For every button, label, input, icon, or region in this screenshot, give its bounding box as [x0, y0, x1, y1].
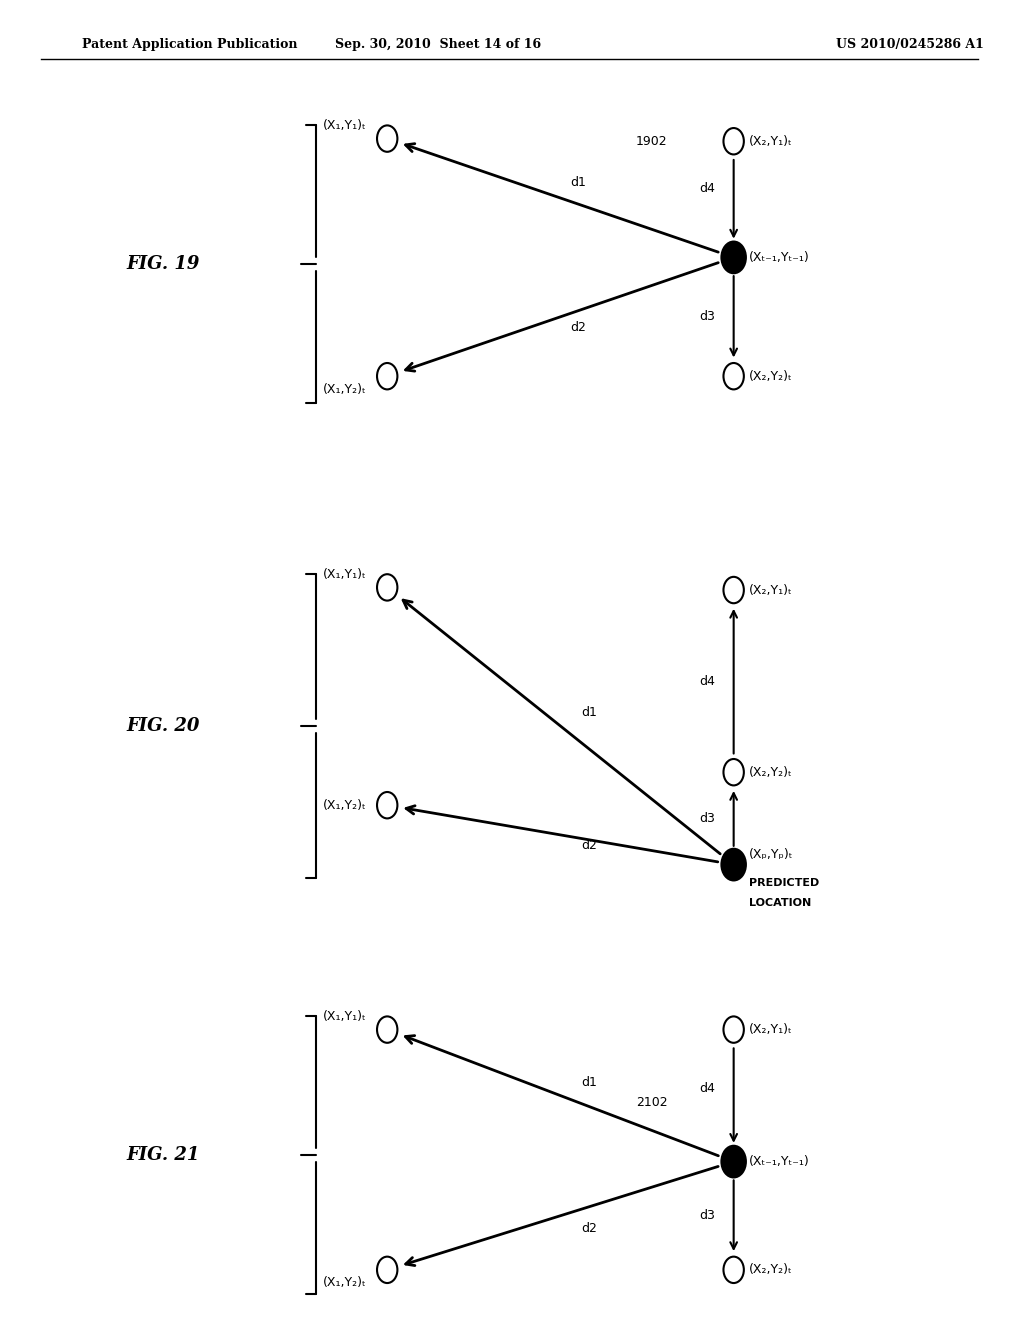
Text: (X₂,Y₁)ₜ: (X₂,Y₁)ₜ — [749, 583, 793, 597]
Text: d1: d1 — [581, 1076, 597, 1089]
Text: (Xₜ₋₁,Yₜ₋₁): (Xₜ₋₁,Yₜ₋₁) — [749, 251, 810, 264]
Text: d4: d4 — [699, 182, 716, 195]
Text: (Xₜ₋₁,Yₜ₋₁): (Xₜ₋₁,Yₜ₋₁) — [749, 1155, 810, 1168]
Text: d3: d3 — [699, 310, 716, 323]
Text: (X₁,Y₂)ₜ: (X₁,Y₂)ₜ — [324, 1276, 367, 1290]
Text: PREDICTED: PREDICTED — [749, 878, 819, 888]
Text: (X₂,Y₂)ₜ: (X₂,Y₂)ₜ — [749, 766, 793, 779]
Text: d4: d4 — [699, 1082, 716, 1096]
Text: (X₂,Y₁)ₜ: (X₂,Y₁)ₜ — [749, 135, 793, 148]
Text: FIG. 19: FIG. 19 — [126, 255, 200, 273]
Text: d2: d2 — [570, 321, 587, 334]
Circle shape — [722, 242, 745, 273]
Text: Patent Application Publication: Patent Application Publication — [82, 38, 297, 51]
Circle shape — [722, 849, 745, 880]
Text: FIG. 21: FIG. 21 — [126, 1146, 200, 1164]
Text: (X₁,Y₁)ₜ: (X₁,Y₁)ₜ — [324, 568, 367, 581]
Text: d3: d3 — [699, 812, 716, 825]
Text: d1: d1 — [570, 176, 587, 189]
Text: (Xₚ,Yₚ)ₜ: (Xₚ,Yₚ)ₜ — [749, 847, 794, 861]
Text: (X₂,Y₁)ₜ: (X₂,Y₁)ₜ — [749, 1023, 793, 1036]
Text: (X₁,Y₁)ₜ: (X₁,Y₁)ₜ — [324, 119, 367, 132]
Text: d1: d1 — [581, 706, 597, 719]
Text: 1902: 1902 — [636, 135, 668, 148]
Text: (X₁,Y₁)ₜ: (X₁,Y₁)ₜ — [324, 1010, 367, 1023]
Text: (X₁,Y₂)ₜ: (X₁,Y₂)ₜ — [324, 383, 367, 396]
Text: 2102: 2102 — [636, 1096, 668, 1109]
Circle shape — [722, 1146, 745, 1177]
Text: LOCATION: LOCATION — [749, 898, 811, 908]
Text: Sep. 30, 2010  Sheet 14 of 16: Sep. 30, 2010 Sheet 14 of 16 — [335, 38, 542, 51]
Text: US 2010/0245286 A1: US 2010/0245286 A1 — [836, 38, 983, 51]
Text: (X₂,Y₂)ₜ: (X₂,Y₂)ₜ — [749, 1263, 793, 1276]
Text: d4: d4 — [699, 675, 716, 688]
Text: (X₁,Y₂)ₜ: (X₁,Y₂)ₜ — [324, 799, 367, 812]
Text: d2: d2 — [581, 1222, 597, 1236]
Text: d3: d3 — [699, 1209, 716, 1222]
Text: (X₂,Y₂)ₜ: (X₂,Y₂)ₜ — [749, 370, 793, 383]
Text: d2: d2 — [581, 840, 597, 851]
Text: FIG. 20: FIG. 20 — [126, 717, 200, 735]
